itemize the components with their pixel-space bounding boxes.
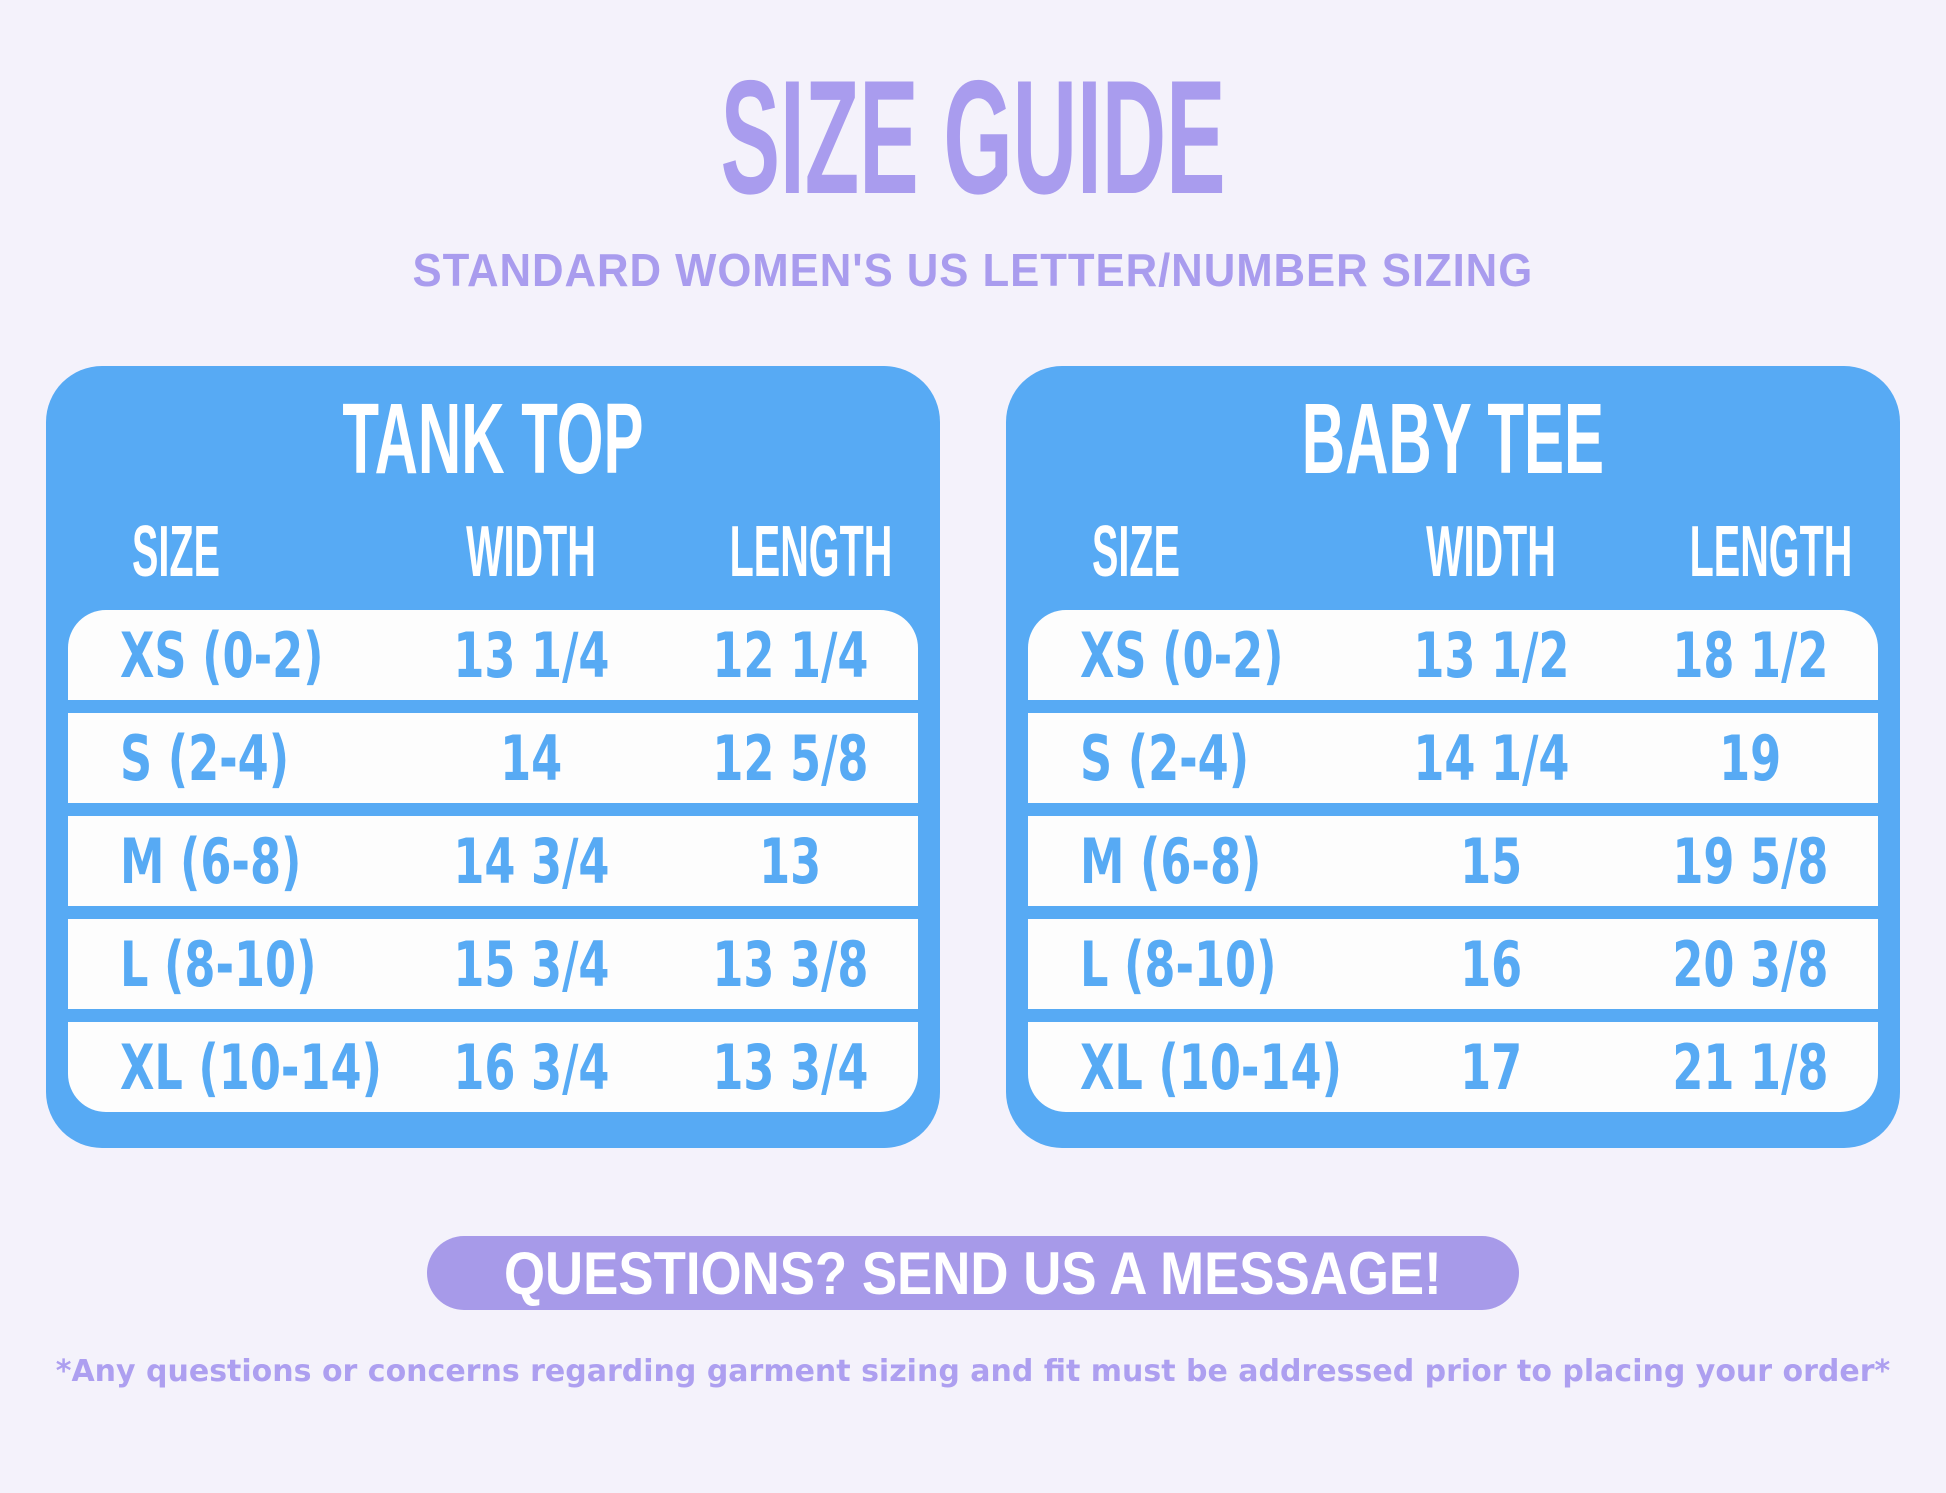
size-cell: XL (10-14) <box>1080 1030 1342 1104</box>
length-cell: 21 1/8 <box>1672 1030 1829 1104</box>
table-row: M (6-8) 14 3/4 13 <box>68 816 918 906</box>
width-cell: 14 <box>500 721 563 795</box>
size-cell: XL (10-14) <box>120 1030 382 1104</box>
page-subtitle: STANDARD WOMEN'S US LETTER/NUMBER SIZING <box>0 244 1946 296</box>
column-header-size: SIZE <box>132 512 221 592</box>
send-message-button-label: QUESTIONS? SEND US A MESSAGE! <box>504 1239 1442 1307</box>
page-subtitle-text: STANDARD WOMEN'S US LETTER/NUMBER SIZING <box>412 244 1534 296</box>
length-cell: 12 1/4 <box>712 618 869 692</box>
size-tables-row: TANK TOP SIZE WIDTH LENGTH XS (0-2) 13 1… <box>0 366 1946 1148</box>
width-cell: 13 1/4 <box>453 618 610 692</box>
width-cell: 14 1/4 <box>1413 721 1570 795</box>
width-cell: 17 <box>1460 1030 1523 1104</box>
table-row: M (6-8) 15 19 5/8 <box>1028 816 1878 906</box>
table-row: XL (10-14) 17 21 1/8 <box>1028 1022 1878 1112</box>
width-cell: 15 <box>1460 824 1523 898</box>
tank-top-card: TANK TOP SIZE WIDTH LENGTH XS (0-2) 13 1… <box>46 366 940 1148</box>
table-row: XS (0-2) 13 1/4 12 1/4 <box>68 610 918 700</box>
length-cell: 18 1/2 <box>1672 618 1829 692</box>
table-row: L (8-10) 15 3/4 13 3/8 <box>68 919 918 1009</box>
table-row: S (2-4) 14 1/4 19 <box>1028 713 1878 803</box>
length-cell: 13 3/8 <box>712 927 869 1001</box>
table-row: S (2-4) 14 12 5/8 <box>68 713 918 803</box>
table-row: XS (0-2) 13 1/2 18 1/2 <box>1028 610 1878 700</box>
size-cell: S (2-4) <box>1080 721 1250 795</box>
table-row: L (8-10) 16 20 3/8 <box>1028 919 1878 1009</box>
baby-tee-card-title: BABY TEE <box>1301 383 1605 495</box>
size-cell: XS (0-2) <box>1080 618 1284 692</box>
length-cell: 13 3/4 <box>712 1030 869 1104</box>
table-row: XL (10-14) 16 3/4 13 3/4 <box>68 1022 918 1112</box>
column-header-length: LENGTH <box>729 512 893 592</box>
tank-top-table-body: XS (0-2) 13 1/4 12 1/4 S (2-4) 14 12 5/8… <box>68 610 918 1112</box>
width-cell: 15 3/4 <box>453 927 610 1001</box>
length-cell: 13 <box>759 824 822 898</box>
length-cell: 19 <box>1719 721 1782 795</box>
size-cell: M (6-8) <box>1080 824 1262 898</box>
width-cell: 16 3/4 <box>453 1030 610 1104</box>
send-message-button[interactable]: QUESTIONS? SEND US A MESSAGE! <box>427 1236 1519 1310</box>
tank-top-column-headers: SIZE WIDTH LENGTH <box>68 512 918 592</box>
tank-top-card-title: TANK TOP <box>342 383 644 495</box>
baby-tee-card: BABY TEE SIZE WIDTH LENGTH XS (0-2) 13 1… <box>1006 366 1900 1148</box>
page-title-text: SIZE GUIDE <box>720 47 1226 228</box>
size-cell: M (6-8) <box>120 824 302 898</box>
length-cell: 12 5/8 <box>712 721 869 795</box>
baby-tee-table-body: XS (0-2) 13 1/2 18 1/2 S (2-4) 14 1/4 19… <box>1028 610 1878 1112</box>
column-header-width: WIDTH <box>1426 512 1557 592</box>
sizing-disclaimer: *Any questions or concerns regarding gar… <box>55 1354 1891 1389</box>
column-header-length: LENGTH <box>1689 512 1853 592</box>
length-cell: 20 3/8 <box>1672 927 1829 1001</box>
size-cell: L (8-10) <box>120 927 317 1001</box>
page-title: SIZE GUIDE <box>0 52 1946 224</box>
size-cell: S (2-4) <box>120 721 290 795</box>
width-cell: 13 1/2 <box>1413 618 1570 692</box>
baby-tee-column-headers: SIZE WIDTH LENGTH <box>1028 512 1878 592</box>
size-cell: XS (0-2) <box>120 618 324 692</box>
size-cell: L (8-10) <box>1080 927 1277 1001</box>
column-header-size: SIZE <box>1092 512 1181 592</box>
width-cell: 14 3/4 <box>453 824 610 898</box>
width-cell: 16 <box>1460 927 1523 1001</box>
column-header-width: WIDTH <box>466 512 597 592</box>
length-cell: 19 5/8 <box>1672 824 1829 898</box>
